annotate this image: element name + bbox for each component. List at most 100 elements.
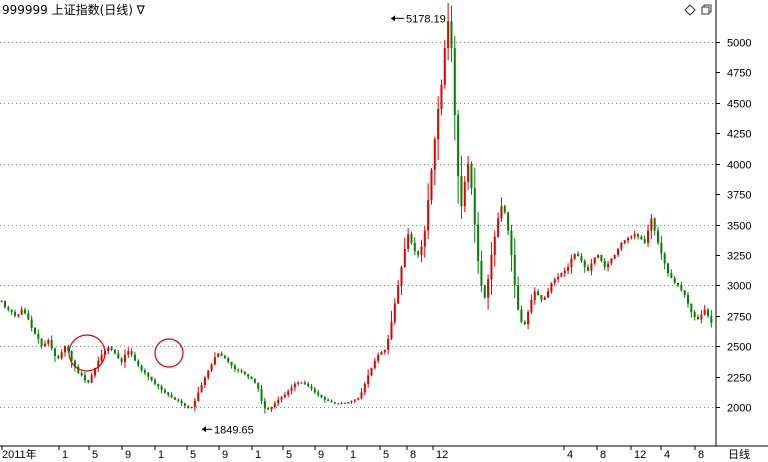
price-tick-labels: 2000 2250 2500 2750 3000 3250 3500 3750 4000 4250… [716, 38, 751, 415]
candle-body [110, 347, 113, 350]
candle-body [87, 380, 90, 383]
price-tick-label: 4750 [727, 68, 751, 80]
candle-body [697, 316, 700, 320]
price-tick-label: 3500 [727, 221, 751, 233]
candle-body [667, 263, 670, 274]
candle-body [383, 349, 386, 353]
price-tick-label: 3250 [727, 251, 751, 263]
annotation-arrow-icon [391, 15, 395, 22]
candle-body [33, 327, 36, 334]
candle-body [610, 258, 613, 264]
high-annotation: 5178.19 [406, 13, 446, 25]
candle-body [287, 391, 290, 395]
candle-body [473, 188, 476, 225]
candle-body [280, 397, 283, 400]
candle-body [497, 218, 500, 237]
candle-body [380, 352, 383, 355]
candle-body [180, 400, 183, 404]
candle-body [220, 353, 223, 356]
candle-body [330, 400, 333, 403]
candle-body [300, 382, 303, 384]
candle-body [307, 383, 310, 387]
chart-title[interactable]: 999999 上证指数(日线) ∇ [2, 2, 146, 17]
candle-body [283, 394, 286, 398]
candle-body [703, 309, 706, 315]
candle-body [223, 355, 226, 359]
candle-body [197, 392, 200, 401]
candle-body [177, 399, 180, 401]
candle-body [187, 405, 190, 409]
candle-body [557, 276, 560, 280]
diamond-icon[interactable] [684, 4, 696, 16]
candle-body [130, 351, 133, 355]
candle-body [13, 312, 16, 316]
candle-body [370, 368, 373, 376]
candle-body [710, 315, 713, 324]
time-tick-label: 8 [698, 449, 704, 461]
candle-body [357, 398, 360, 400]
highlight-circle [154, 338, 184, 368]
time-tick-label: 1 [158, 449, 164, 461]
candle-body [447, 21, 450, 49]
candle-body [430, 169, 433, 201]
candle-body [467, 163, 470, 182]
candle-body [420, 246, 423, 255]
candle-body [547, 291, 550, 298]
candle-body [0, 301, 3, 303]
candle-body [337, 403, 340, 405]
candle-body [123, 354, 126, 362]
candle-body [27, 313, 30, 320]
candle-body [250, 376, 253, 380]
candle-body [670, 273, 673, 279]
annotations: 5178.19 1849.65 [202, 13, 446, 436]
time-tick-label: 8 [600, 449, 606, 461]
candle-body [563, 270, 566, 274]
time-tick-label: 1 [255, 449, 261, 461]
candle-body [340, 403, 343, 405]
candle-body [7, 307, 10, 310]
candle-body [463, 181, 466, 207]
candle-body [137, 360, 140, 366]
candle-body [53, 348, 56, 356]
candle-body [593, 257, 596, 264]
candle-body [190, 407, 193, 409]
candle-body [113, 349, 116, 354]
candle-body [367, 375, 370, 384]
candle-body [423, 230, 426, 247]
candle-body [100, 354, 103, 361]
candle-body [617, 248, 620, 255]
time-tick-label: 1 [62, 449, 68, 461]
window-restore-icon[interactable] [701, 4, 712, 15]
candle-body [240, 370, 243, 372]
candle-body [683, 290, 686, 296]
candle-body [537, 291, 540, 296]
candle-body [693, 312, 696, 317]
candle-body [673, 278, 676, 283]
time-tick-label: 5 [383, 449, 389, 461]
candle-body [163, 389, 166, 393]
period-label[interactable]: 日线 [728, 447, 750, 461]
candle-body [193, 400, 196, 407]
candle-body [43, 343, 46, 347]
candle-body [147, 372, 150, 377]
candle-body [70, 351, 73, 361]
time-tick-label: 5 [190, 449, 196, 461]
candle-body [373, 360, 376, 369]
candle-body [67, 346, 70, 352]
candle-body [627, 237, 630, 241]
candle-body [437, 108, 440, 140]
grid-lines [0, 42, 716, 408]
candles [0, 3, 713, 414]
time-tick-label: 8 [410, 449, 416, 461]
time-tick-label: 2011年 [2, 447, 37, 461]
candle-body [203, 377, 206, 386]
candle-body [633, 234, 636, 237]
candle-body [580, 256, 583, 261]
candle-body [607, 263, 610, 268]
candle-body [360, 392, 363, 399]
candle-body [417, 251, 420, 255]
candle-body [410, 234, 413, 243]
candle-body [313, 388, 316, 393]
time-tick-label: 9 [318, 449, 324, 461]
